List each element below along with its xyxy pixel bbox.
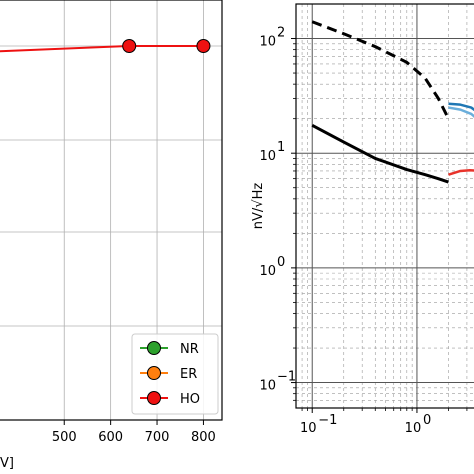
right-y-tick-exponent: 1 xyxy=(277,140,285,155)
legend-marker xyxy=(147,341,161,355)
right-series-line xyxy=(448,106,474,118)
right-y-tick-label: 10 xyxy=(259,149,276,164)
right-x-tick-exponent: 0 xyxy=(423,413,431,428)
left-series-group xyxy=(0,39,211,53)
left-axes-frame xyxy=(0,0,223,421)
right-series-line xyxy=(448,169,474,176)
right-series-line xyxy=(311,124,449,184)
right-x-tick-label: 10 xyxy=(405,421,422,436)
legend-label: NR xyxy=(180,342,199,357)
right-x-tick-exponent: −1 xyxy=(318,413,337,428)
left-plot-panel: 500 600 700 800 V] NR ER HO xyxy=(0,0,223,471)
left-legend: NR ER HO xyxy=(131,333,219,415)
right-grid xyxy=(296,4,474,408)
left-data-point xyxy=(122,39,137,53)
right-series-line xyxy=(448,102,474,112)
left-x-tick-label: 600 xyxy=(98,430,123,445)
right-y-tick-label: 10 xyxy=(259,264,276,279)
right-series-line xyxy=(311,20,450,120)
legend-label: ER xyxy=(180,367,197,382)
left-data-point xyxy=(196,39,211,53)
right-y-tick-exponent: 2 xyxy=(277,26,285,41)
left-x-tick-label: 700 xyxy=(145,430,170,445)
right-x-tick-label: 10 xyxy=(300,421,317,436)
right-series-group xyxy=(311,20,474,184)
legend-label: HO xyxy=(180,392,200,407)
right-y-tick-exponent: 0 xyxy=(277,255,285,270)
right-y-axis-label: nV/√Hz xyxy=(251,183,266,230)
right-y-tick-label: 10 xyxy=(259,379,276,394)
right-y-tick-label: 10 xyxy=(259,35,276,50)
left-x-tick-label: 500 xyxy=(52,430,77,445)
right-axes-frame xyxy=(295,3,474,409)
left-x-tick-label: 800 xyxy=(191,430,216,445)
right-y-tick-exponent: −1 xyxy=(277,370,296,385)
left-series-line xyxy=(0,45,204,53)
legend-marker xyxy=(147,391,161,405)
left-x-axis-label: V] xyxy=(0,456,14,471)
legend-marker xyxy=(147,366,161,380)
left-x-ticks: 500 600 700 800 xyxy=(52,420,216,445)
